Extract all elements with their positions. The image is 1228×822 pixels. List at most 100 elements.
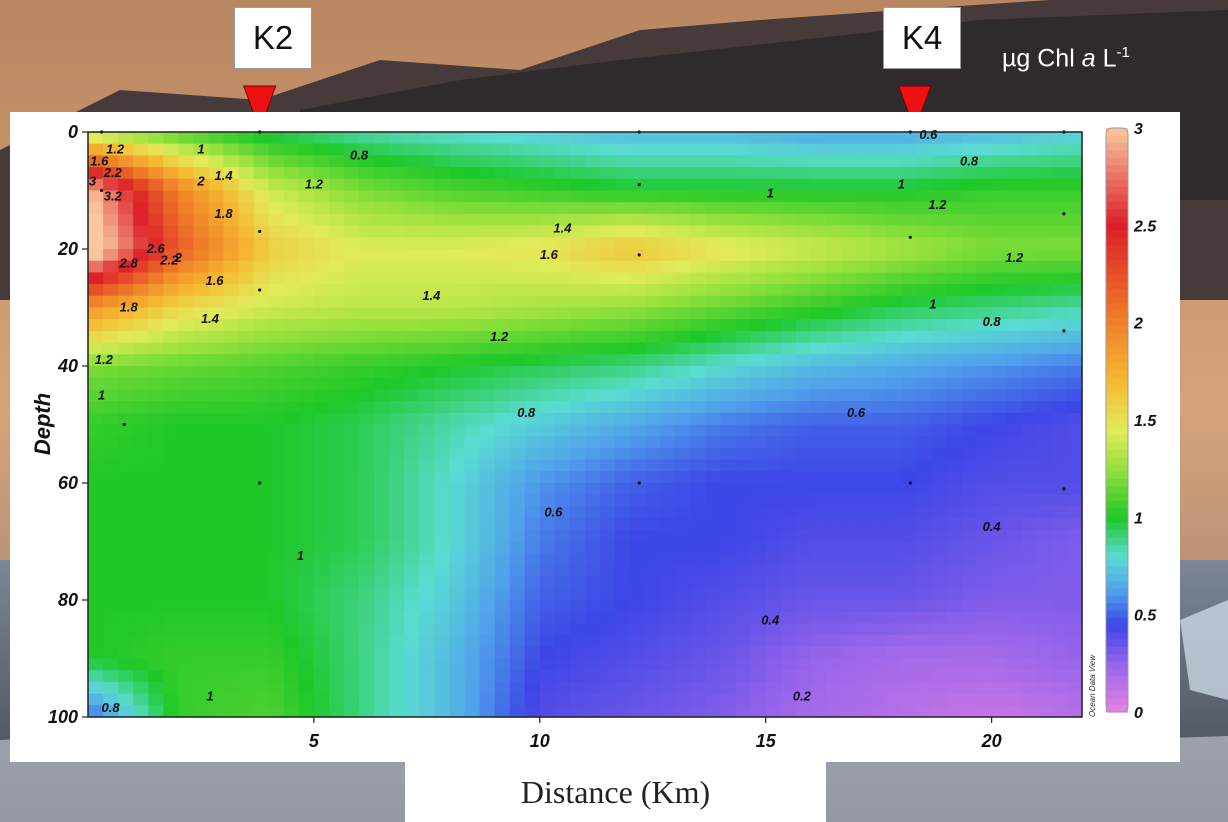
heatmap-cell — [118, 646, 134, 660]
heatmap-cell — [976, 670, 993, 683]
heatmap-cell — [645, 284, 661, 297]
heatmap-cell — [1006, 635, 1023, 648]
heatmap-cell — [856, 447, 872, 461]
heatmap-cell — [193, 506, 210, 519]
heatmap-cell — [434, 202, 451, 215]
heatmap-cell — [464, 377, 481, 390]
heatmap-cell — [88, 284, 104, 297]
heatmap-cell — [1066, 401, 1083, 414]
heatmap-cell — [524, 447, 541, 461]
heatmap-cell — [615, 307, 631, 320]
heatmap-cell — [1021, 670, 1038, 683]
heatmap-cell — [118, 412, 134, 426]
heatmap-cell — [193, 307, 210, 320]
heatmap-cell — [1066, 658, 1083, 671]
heatmap-cell — [133, 564, 149, 578]
heatmap-cell — [178, 249, 195, 262]
heatmap-cell — [268, 260, 285, 273]
heatmap-cell — [810, 635, 827, 648]
heatmap-cell — [630, 658, 646, 671]
heatmap-cell — [795, 553, 812, 566]
heatmap-cell — [509, 225, 526, 238]
heatmap-cell — [283, 623, 300, 636]
heatmap-cell — [961, 600, 978, 613]
heatmap-cell — [389, 225, 405, 238]
heatmap-cell — [991, 506, 1008, 519]
heatmap-cell — [148, 249, 164, 262]
heatmap-cell — [1021, 143, 1038, 156]
heatmap-cell — [615, 635, 631, 648]
heatmap-cell — [871, 167, 887, 180]
heatmap-cell — [675, 494, 692, 507]
heatmap-cell — [841, 623, 857, 636]
heatmap-cell — [148, 401, 164, 414]
heatmap-cell — [856, 143, 872, 156]
heatmap-cell — [765, 447, 782, 461]
heatmap-cell — [735, 471, 752, 484]
heatmap-cell — [1036, 260, 1053, 273]
heatmap-cell — [690, 600, 707, 613]
heatmap-cell — [991, 541, 1008, 554]
heatmap-cell — [600, 436, 616, 449]
heatmap-cell — [118, 167, 134, 180]
heatmap-cell — [1036, 190, 1053, 203]
heatmap-cell — [1021, 693, 1038, 706]
heatmap-cell — [404, 307, 420, 320]
heatmap-cell — [1006, 623, 1023, 636]
heatmap-cell — [178, 518, 195, 531]
heatmap-cell — [750, 693, 767, 706]
heatmap-cell — [509, 600, 526, 613]
heatmap-cell — [178, 588, 195, 601]
heatmap-cell — [961, 249, 978, 262]
heatmap-cell — [1006, 143, 1023, 156]
heatmap-cell — [344, 143, 360, 156]
heatmap-cell — [765, 553, 782, 566]
heatmap-cell — [118, 225, 134, 238]
heatmap-cell — [645, 576, 661, 589]
heatmap-cell — [871, 366, 887, 379]
heatmap-cell — [449, 249, 466, 262]
heatmap-cell — [841, 600, 857, 613]
heatmap-cell — [404, 600, 420, 613]
heatmap-cell — [118, 471, 134, 484]
heatmap-cell — [163, 459, 179, 472]
heatmap-cell — [103, 506, 119, 519]
heatmap-cell — [419, 424, 435, 437]
heatmap-cell — [88, 553, 104, 566]
heatmap-cell — [344, 518, 360, 531]
heatmap-cell — [103, 670, 119, 683]
heatmap-cell — [479, 518, 496, 531]
heatmap-cell — [298, 623, 315, 636]
heatmap-cell — [419, 354, 435, 367]
heatmap-cell — [88, 225, 104, 238]
heatmap-cell — [193, 342, 210, 355]
heatmap-cell — [313, 284, 330, 297]
heatmap-cell — [283, 471, 300, 484]
heatmap-cell — [841, 670, 857, 683]
heatmap-cell — [163, 483, 179, 496]
heatmap-cell — [464, 459, 481, 472]
heatmap-cell — [916, 635, 932, 648]
heatmap-cell — [810, 167, 827, 180]
heatmap-cell — [569, 693, 586, 706]
heatmap-cell — [841, 494, 857, 507]
heatmap-cell — [328, 681, 345, 695]
heatmap-cell — [178, 354, 195, 367]
heatmap-cell — [886, 143, 902, 156]
heatmap-cell — [615, 705, 631, 718]
station-k2-label: K2 — [234, 7, 312, 69]
heatmap-cell — [208, 354, 225, 367]
heatmap-cell — [856, 237, 872, 250]
heatmap-cell — [328, 143, 345, 156]
heatmap-cell — [298, 330, 315, 344]
heatmap-cell — [178, 623, 195, 636]
heatmap-cell — [886, 202, 902, 215]
heatmap-cell — [1021, 401, 1038, 414]
heatmap-cell — [705, 354, 722, 367]
heatmap-cell — [931, 225, 948, 238]
heatmap-cell — [841, 658, 857, 671]
heatmap-cell — [208, 190, 225, 203]
heatmap-cell — [344, 483, 360, 496]
heatmap-cell — [1006, 658, 1023, 671]
heatmap-cell — [901, 295, 917, 309]
